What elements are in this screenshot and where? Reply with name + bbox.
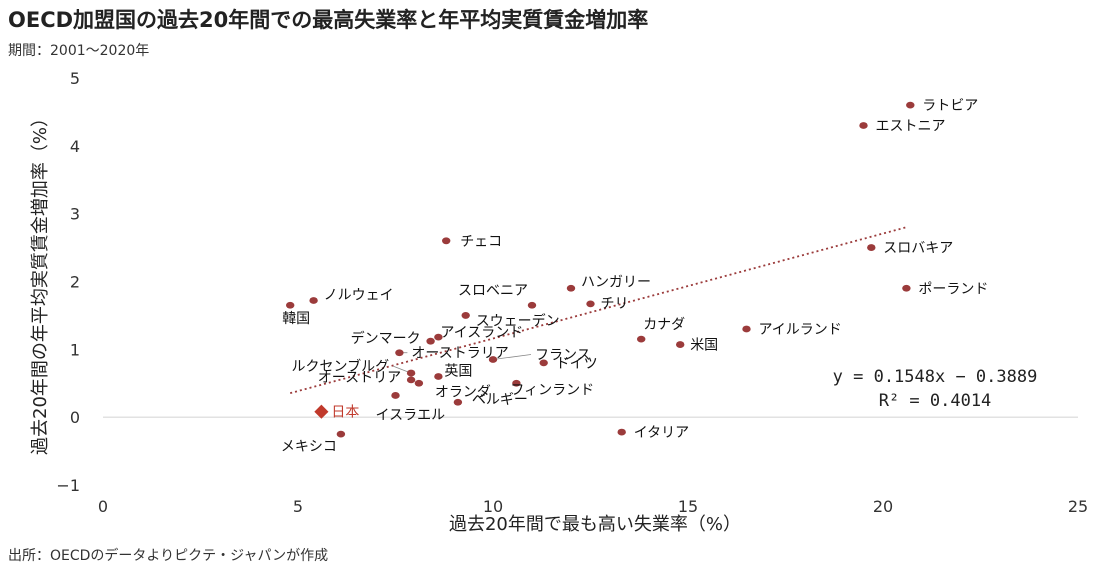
point-label: ルクセンブルグ <box>292 358 390 375</box>
scatter-point <box>742 325 751 333</box>
scatter-point <box>309 297 318 304</box>
scatter-point <box>391 392 400 399</box>
scatter-point <box>637 335 646 343</box>
point-label: 米国 <box>690 338 718 354</box>
scatter-point <box>586 300 595 308</box>
x-tick-label: 20 <box>873 497 893 516</box>
scatter-point <box>336 430 346 438</box>
point-label: イスラエル <box>376 407 446 423</box>
trendline <box>289 226 907 395</box>
y-tick-label: 5 <box>70 69 80 88</box>
scatter-point <box>434 333 443 341</box>
scatter-point <box>426 337 435 345</box>
point-label: イタリア <box>634 425 689 441</box>
y-tick-label: 1 <box>70 340 80 359</box>
point-label: スウェーデン <box>476 312 560 329</box>
point-label: ノルウェイ <box>324 287 394 303</box>
trendline-r-squared: R² = 0.4014 <box>879 391 992 411</box>
scatter-point <box>442 237 451 245</box>
scatter-point <box>406 369 416 377</box>
point-label: 日本 <box>331 405 359 421</box>
scatter-point <box>395 349 404 357</box>
scatter-point <box>527 301 537 309</box>
scatter-point <box>676 341 685 348</box>
point-label: デンマーク <box>351 330 421 347</box>
y-tick-label: 4 <box>70 137 80 156</box>
point-label: スロベニア <box>458 283 528 299</box>
scatter-point <box>461 312 470 319</box>
label-leader-line <box>492 354 532 360</box>
x-tick-label: 0 <box>98 497 108 516</box>
x-tick-label: 5 <box>293 497 303 516</box>
scatter-point <box>488 356 498 363</box>
point-label: フランス <box>535 348 591 364</box>
scatter-point <box>539 359 548 367</box>
scatter-point <box>512 379 521 387</box>
y-axis-title: 過去20年間の年平均実質賃金増加率（%） <box>30 109 51 455</box>
scatter-point <box>617 428 626 436</box>
chart-subtitle: 期間：2001〜2020年 <box>8 43 150 59</box>
x-tick-label: 10 <box>483 497 503 516</box>
point-label: 英国 <box>444 362 472 379</box>
point-label: オーストラリア <box>411 346 508 362</box>
scatter-point <box>414 379 424 387</box>
y-tick-label: 0 <box>70 408 80 427</box>
x-axis-title: 過去20年間で最も高い失業率（%） <box>449 514 741 535</box>
scatter-point <box>867 244 876 251</box>
point-label: フィンランド <box>510 382 594 398</box>
point-label: メキシコ <box>281 439 337 455</box>
x-tick-label: 15 <box>678 497 698 516</box>
scatter-point <box>859 122 868 129</box>
y-tick-label: 2 <box>70 273 80 292</box>
point-label: アイルランド <box>759 322 842 338</box>
point-label: ベルギー <box>472 392 528 408</box>
y-tick-label: −1 <box>56 476 80 495</box>
point-label: ラトビア <box>922 98 978 114</box>
point-label: オランダ <box>435 384 491 400</box>
point-label: チェコ <box>460 234 502 250</box>
point-label: 韓国 <box>282 311 310 327</box>
scatter-point <box>286 301 295 309</box>
chart-title: OECD加盟国の過去20年間での最高失業率と年平均実質賃金増加率 <box>8 8 649 32</box>
source-note: 出所：OECDのデータよりピクテ・ジャパンが作成 <box>8 548 329 564</box>
x-tick-label: 25 <box>1068 497 1088 516</box>
scatter-point <box>902 284 911 292</box>
point-label: ドイツ <box>556 356 598 372</box>
scatter-point <box>453 398 463 406</box>
trendline-equation: y = 0.1548x − 0.3889 <box>833 367 1038 387</box>
scatter-point <box>406 376 416 384</box>
point-label: エストニア <box>876 118 946 134</box>
scatter-point <box>434 373 443 380</box>
point-label: ハンガリー <box>581 274 651 290</box>
scatter-point <box>906 101 915 109</box>
point-label: オーストリア <box>318 370 401 386</box>
point-japan-marker <box>314 404 329 419</box>
point-label: ポーランド <box>918 281 988 297</box>
point-label: アイスランド <box>440 325 523 341</box>
point-label: スロバキア <box>883 241 953 257</box>
point-label: チリ <box>601 296 629 312</box>
y-tick-label: 3 <box>70 205 80 224</box>
point-label: カナダ <box>643 317 685 333</box>
scatter-point <box>566 284 576 292</box>
